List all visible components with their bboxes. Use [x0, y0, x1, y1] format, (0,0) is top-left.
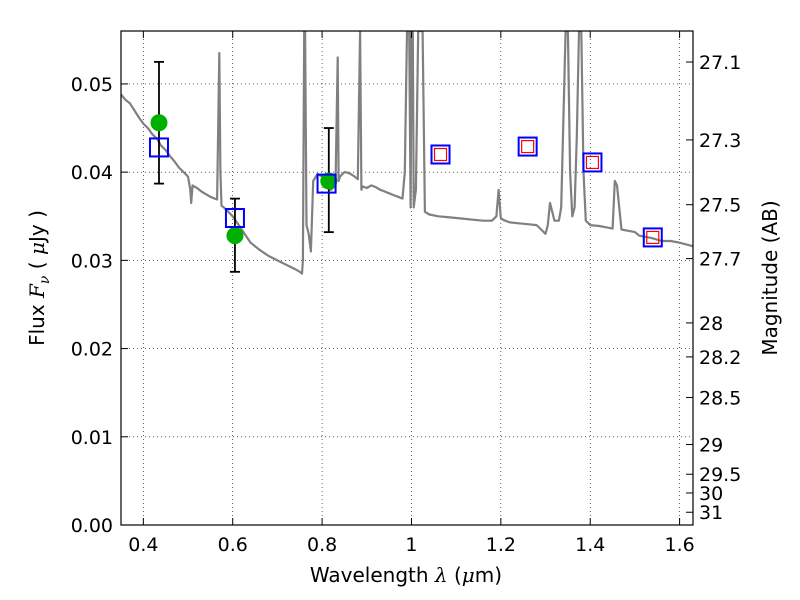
x-tick-label: 1.6 [664, 534, 694, 556]
upper-band-marker [646, 230, 660, 245]
y2-tick-label: 28.2 [699, 347, 741, 369]
y2-tick-label: 27.3 [699, 130, 741, 152]
y-tick-label: 0.02 [71, 339, 113, 361]
y2-tick-label: 28.5 [699, 387, 741, 409]
y2-tick-label: 28 [699, 313, 723, 335]
x-tick-label: 0.6 [218, 534, 248, 556]
upper-band-marker [433, 147, 448, 162]
upper-band-marker [521, 139, 535, 154]
x-tick-label: 0.4 [128, 534, 158, 556]
y2-tick-label: 27.7 [699, 249, 741, 271]
y2-axis-title: Magnitude (AB) [758, 200, 782, 355]
model-band-marker [517, 136, 538, 157]
x-tick-label: 0.8 [307, 534, 337, 556]
y-tick-label: 0.03 [71, 250, 113, 272]
upper-band-marker [585, 155, 600, 170]
y2-tick-label: 29.5 [699, 464, 741, 486]
y-tick-label: 0.00 [71, 515, 113, 537]
model-band-marker [582, 152, 603, 173]
model-band-marker [430, 144, 451, 165]
y-tick-label: 0.05 [71, 74, 113, 96]
model-band-marker [642, 227, 663, 248]
x-tick-label: 1 [405, 534, 417, 556]
y2-tick-label: 29 [699, 435, 723, 457]
model-band-marker [148, 137, 169, 158]
x-axis-title: Wavelength λ (μm) [310, 563, 502, 587]
x-tick-label: 1.2 [486, 534, 516, 556]
y-tick-label: 0.04 [71, 162, 113, 184]
axis-ticks: 0.4 0.6 0.8 1 1.2 1.4 1.6 0.00 0.01 0.02 0.03 0.04 0… [71, 31, 741, 556]
grid [121, 31, 693, 526]
y-axis-title: Flux Fν ( μJy ) [25, 210, 53, 346]
y2-tick-label: 31 [699, 502, 723, 524]
y2-tick-label: 27.1 [699, 52, 741, 74]
plot-area [121, 31, 693, 275]
photometry-point [226, 227, 244, 245]
y2-tick-label: 30 [699, 483, 723, 505]
y2-tick-label: 27.5 [699, 195, 741, 217]
photometry-point [150, 114, 168, 132]
y-tick-label: 0.01 [71, 427, 113, 449]
model-band-marker [316, 173, 337, 194]
model-spectrum-line [121, 31, 693, 275]
model-band-marker [224, 208, 245, 229]
plot-frame [120, 30, 694, 526]
photometry-point [320, 172, 338, 190]
x-tick-label: 1.4 [575, 534, 605, 556]
